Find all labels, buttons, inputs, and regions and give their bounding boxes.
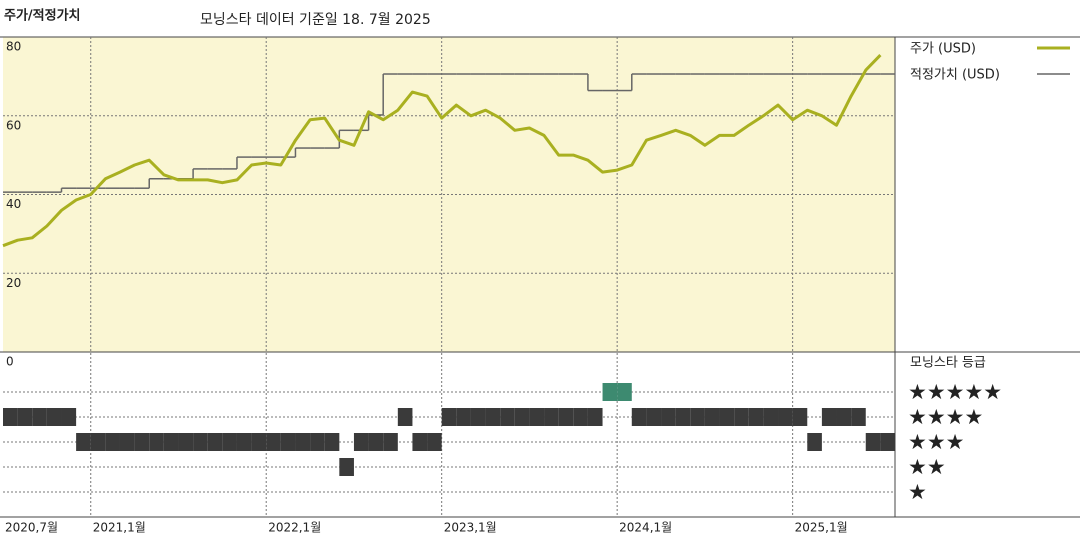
chart-subtitle: 모닝스타 데이터 기준일 18. 7월 2025 [200,12,431,28]
rating-bar [880,433,895,451]
rating-bar [778,408,793,426]
rating-legend-stars: ★★★ [908,430,964,454]
legend-label: 적정가치 (USD) [910,68,1000,83]
rating-bar [61,408,77,426]
rating-bar [324,433,340,451]
rating-bar [734,408,749,426]
rating-bar [280,433,296,451]
rating-bar [383,433,398,451]
rating-bar [32,408,47,426]
rating-bar [427,433,442,451]
x-tick-label: 2024,1월 [619,521,672,535]
rating-bar [134,433,150,451]
rating-bar [149,433,164,451]
rating-bar [178,433,194,451]
rating-bar [368,433,384,451]
y-tick-label: 20 [6,276,21,290]
rating-bar [544,408,559,426]
rating-bar [46,408,62,426]
rating-bar [602,383,618,401]
rating-bar [792,408,808,426]
rating-bar [719,408,735,426]
x-tick-label: 2023,1월 [444,521,497,535]
y-tick-label: 0 [6,355,14,369]
rating-bar [587,408,603,426]
x-tick-label: 2020,7월 [5,521,58,535]
rating-bar [690,408,705,426]
x-tick-label: 2025,1월 [795,521,848,535]
rating-bar [807,433,822,451]
rating-bar [17,408,33,426]
rating-bar [529,408,545,426]
price-line [2,54,882,248]
rating-bar [558,408,574,426]
rating-bar [441,408,457,426]
chart-title: 주가/적정가치 [4,8,81,24]
rating-bar [236,433,252,451]
y-tick-label: 80 [6,40,21,54]
rating-bar [470,408,486,426]
y-tick-label: 60 [6,118,21,132]
rating-legend-stars: ★★ [908,455,946,479]
rating-bar [353,433,369,451]
rating-bar [573,408,588,426]
rating-bar [222,433,237,451]
rating-bar [105,433,120,451]
rating-bar [207,433,223,451]
rating-bar [251,433,267,451]
rating-bar [90,433,106,451]
rating-legend-stars: ★★★★★ [908,380,1002,404]
rating-bar [631,408,647,426]
rating-bar [163,433,179,451]
rating-legend-stars: ★ [908,480,927,504]
legend-title: 모닝스타 등급 [910,356,986,371]
rating-bar [3,408,18,426]
rating-bar [704,408,720,426]
rating-bar [456,408,471,426]
rating-bar [514,408,530,426]
rating-legend-stars: ★★★★ [908,405,983,429]
rating-bar [266,433,281,451]
rating-bar [76,433,91,451]
rating-bar [748,408,764,426]
rating-bar [836,408,852,426]
rating-bar [119,433,135,451]
x-tick-label: 2021,1월 [93,521,146,535]
y-tick-label: 40 [6,197,21,211]
rating-bar [851,408,866,426]
rating-bar [193,433,208,451]
rating-bar [295,433,311,451]
rating-bar [310,433,325,451]
rating-bar [865,433,881,451]
x-tick-label: 2022,1월 [268,521,321,535]
rating-bar [339,458,354,476]
rating-bar [763,408,779,426]
rating-bar [397,408,413,426]
legend-label: 주가 (USD) [910,42,976,57]
rating-bar [821,408,837,426]
rating-bar [485,408,501,426]
rating-bar [661,408,676,426]
rating-bar [675,408,691,426]
rating-bar [500,408,515,426]
rating-bar [617,383,632,401]
rating-bar [646,408,662,426]
rating-bar [412,433,428,451]
